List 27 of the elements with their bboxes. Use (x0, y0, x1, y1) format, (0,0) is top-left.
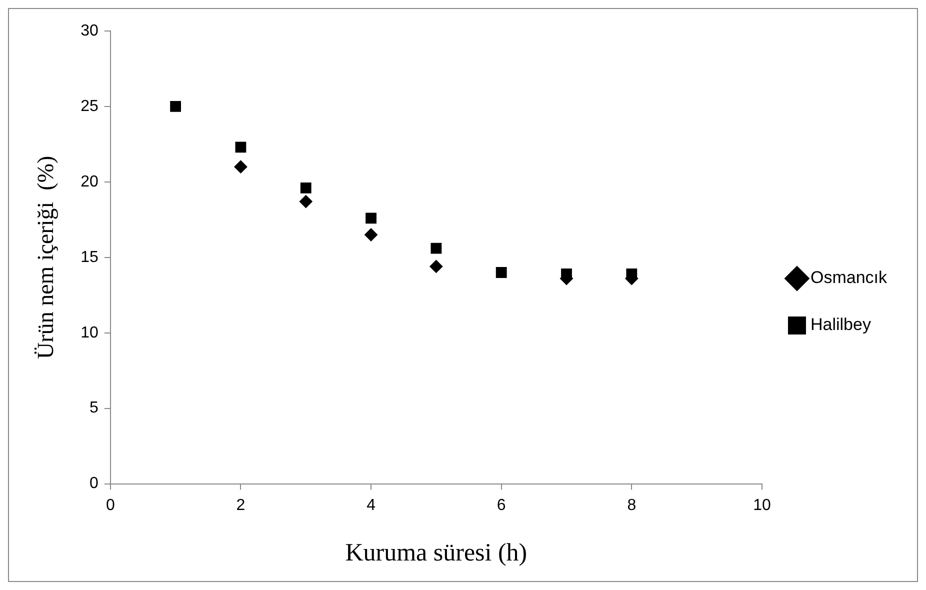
point (366, 212, 376, 224)
x-axis-title: Kuruma süresi (h) (345, 540, 528, 567)
y-tick-label: 0 (89, 475, 98, 492)
point (496, 267, 507, 278)
legend-label: Osmancık (810, 268, 888, 288)
x-tick-label: 6 (496, 496, 506, 514)
y-tick-label: 5 (89, 400, 98, 417)
point (235, 142, 246, 153)
y-tick-label: 10 (80, 324, 98, 342)
point (430, 242, 442, 254)
point (299, 195, 312, 208)
point (170, 101, 182, 112)
y-tick-label: 30 (80, 22, 98, 40)
point (300, 182, 312, 194)
y-tick-label: 20 (80, 173, 98, 190)
x-tick-label: 4 (366, 496, 376, 514)
y-tick-label: 25 (80, 98, 98, 115)
x-tick-label: 0 (106, 496, 115, 514)
x-tick-label: 10 (753, 496, 771, 514)
point (364, 228, 378, 242)
x-tick-label: 2 (236, 496, 246, 514)
point (430, 260, 443, 273)
y-axis-title: Ürün nem içeriği (%) (32, 156, 58, 359)
point (234, 160, 248, 174)
y-tick-label: 15 (80, 248, 98, 266)
legend-label: Halilbey (810, 315, 872, 334)
x-tick-label: 8 (627, 496, 636, 514)
